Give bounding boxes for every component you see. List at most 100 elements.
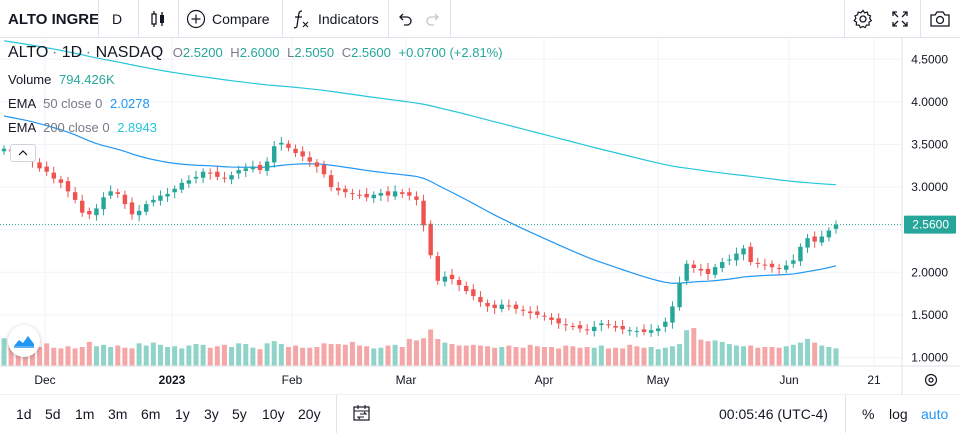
candle-body — [755, 262, 760, 264]
log-toggle[interactable]: log — [889, 395, 908, 433]
volume-bar — [563, 345, 569, 366]
candle-body — [506, 305, 512, 307]
symbol-label: ALTO INGRE — [8, 10, 100, 28]
candle-body — [392, 191, 398, 197]
calendar-icon — [352, 404, 372, 425]
percent-toggle[interactable]: % — [862, 395, 874, 433]
x-tick-label: 2023 — [159, 373, 186, 387]
redo-button[interactable] — [424, 0, 442, 38]
legend-exchange: NASDAQ — [95, 44, 164, 61]
settings-button[interactable] — [852, 0, 874, 38]
legend-volume-row[interactable]: Volume 794.426K — [8, 72, 115, 87]
tradingview-logo[interactable] — [8, 325, 40, 357]
price-chart[interactable]: 4.50004.00003.50003.00002.50002.00001.50… — [0, 38, 960, 395]
volume-bar — [698, 339, 704, 366]
candle-body — [151, 199, 156, 203]
candle-body — [80, 200, 85, 213]
candle-body — [136, 210, 142, 216]
volume-bar — [214, 346, 220, 366]
volume-bar — [705, 341, 711, 366]
range-button-6m[interactable]: 6m — [141, 406, 161, 422]
date-range-button[interactable] — [352, 395, 372, 433]
candle-body — [307, 157, 312, 162]
ema200-polyline — [3, 40, 837, 186]
volume-bar — [101, 344, 107, 366]
symbol-search[interactable]: ALTO INGRE — [8, 0, 99, 38]
legend-ema200-row[interactable]: EMA 200 close 0 2.8943 — [8, 120, 157, 135]
volume-bar — [300, 347, 306, 366]
range-button-5d[interactable]: 5d — [45, 406, 61, 422]
candle-body — [535, 311, 540, 315]
fullscreen-button[interactable] — [891, 0, 909, 38]
volume-bar — [790, 344, 796, 366]
candle-body — [193, 176, 199, 179]
volume-bar — [812, 342, 818, 366]
volume-bar — [797, 342, 803, 366]
ema50-params: 50 close 0 — [43, 96, 103, 111]
range-button-1m[interactable]: 1m — [75, 406, 95, 422]
log-label: log — [889, 406, 908, 422]
range-button-10y[interactable]: 10y — [262, 406, 285, 422]
y-tick-label: 4.5000 — [911, 52, 948, 66]
undo-button[interactable] — [396, 0, 414, 38]
compare-button[interactable]: Compare — [186, 0, 270, 38]
candle-body — [357, 194, 362, 196]
candle-body — [520, 309, 526, 311]
range-button-20y[interactable]: 20y — [298, 406, 321, 422]
volume-bar — [577, 347, 583, 366]
volume-bar — [541, 347, 547, 366]
candle-body — [805, 238, 810, 248]
y-tick-label: 2.0000 — [911, 265, 948, 279]
undo-icon — [396, 10, 414, 28]
fullscreen-icon — [891, 10, 909, 28]
volume-bar — [421, 338, 427, 366]
toolbar-divider — [178, 0, 179, 38]
range-button-3y[interactable]: 3y — [204, 406, 219, 422]
candle-body — [734, 253, 739, 261]
volume-bar — [470, 344, 476, 366]
candle-body — [691, 264, 696, 269]
ema200-params: 200 close 0 — [43, 120, 110, 135]
volume-bar — [662, 347, 668, 366]
candle-body — [400, 192, 405, 194]
candle-body — [556, 318, 561, 324]
chart-style-button[interactable] — [149, 0, 167, 38]
candle-body — [819, 236, 824, 243]
ema50-value: 2.0278 — [109, 96, 150, 111]
candle-body — [122, 194, 128, 205]
toolbar-divider — [920, 0, 921, 38]
volume-bar — [328, 344, 334, 366]
candle-body — [172, 188, 177, 193]
candle-body — [776, 268, 782, 270]
candle-body — [727, 259, 732, 261]
volume-bar — [648, 347, 654, 366]
volume-bar — [506, 345, 512, 366]
ema50-label: EMA — [8, 96, 36, 111]
indicators-button[interactable]: Indicators — [292, 0, 379, 38]
legend-collapse-button[interactable] — [10, 144, 36, 162]
range-button-5y[interactable]: 5y — [232, 406, 247, 422]
last-price-label: 2.5600 — [912, 218, 949, 232]
range-button-1y[interactable]: 1y — [175, 406, 190, 422]
volume-bar — [250, 347, 256, 366]
timezone-button[interactable]: 00:05:46 (UTC-4) — [719, 395, 828, 433]
auto-toggle[interactable]: auto — [921, 395, 948, 433]
redo-icon — [424, 10, 442, 28]
volume-bar — [8, 340, 14, 366]
volume-bar — [115, 345, 121, 366]
candles — [1, 136, 839, 338]
range-button-1d[interactable]: 1d — [16, 406, 32, 422]
volume-bar — [122, 347, 128, 366]
interval-button[interactable]: D — [112, 0, 122, 38]
candle-body — [165, 193, 170, 197]
y-tick-label: 4.0000 — [911, 95, 948, 109]
volume-bar — [463, 345, 469, 366]
volume-bar — [584, 347, 590, 366]
legend-ema50-row[interactable]: EMA 50 close 0 2.0278 — [8, 96, 150, 111]
snapshot-button[interactable] — [929, 0, 951, 38]
percent-label: % — [862, 406, 875, 422]
candle-body — [784, 265, 789, 270]
candle-body — [129, 202, 135, 215]
candle-body — [705, 268, 711, 274]
range-button-3m[interactable]: 3m — [108, 406, 128, 422]
